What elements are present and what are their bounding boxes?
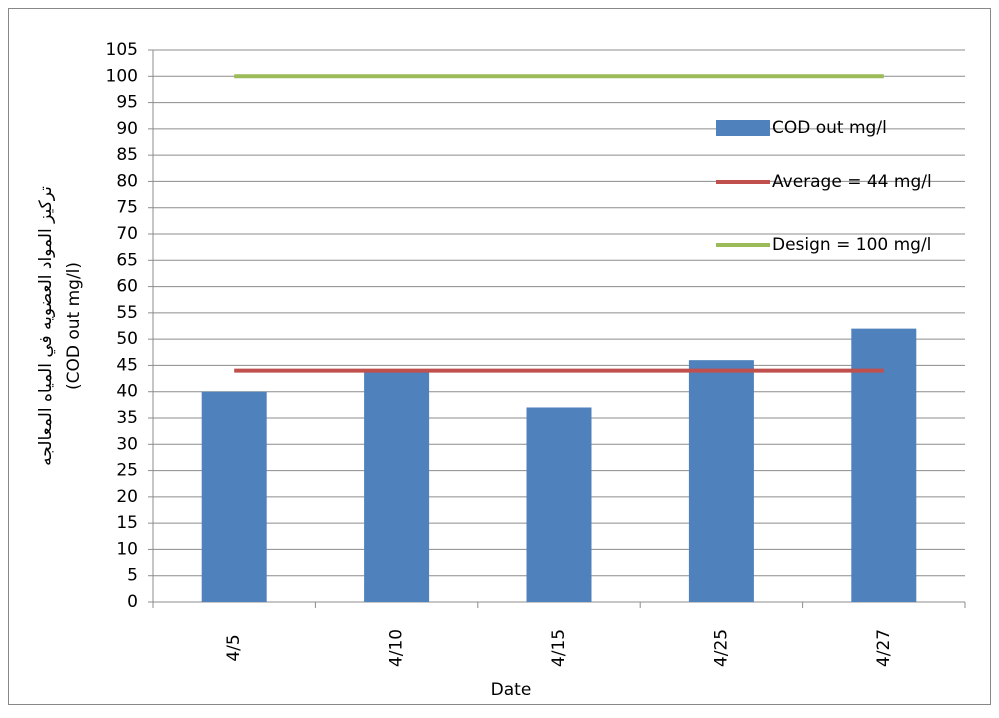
x-axis-label: Date	[491, 680, 532, 700]
y-tick-label: 95	[116, 93, 138, 113]
x-tick-label: 4/25	[711, 629, 731, 667]
y-tick-label: 105	[106, 40, 138, 60]
y-tick-label: 80	[116, 171, 138, 191]
x-tick-label: 4/27	[874, 629, 894, 667]
y-tick-label: 50	[116, 329, 138, 349]
legend-label: COD out mg/l	[772, 118, 887, 138]
y-tick-label: 0	[127, 592, 138, 612]
y-tick-label: 10	[116, 539, 138, 559]
bar	[201, 391, 267, 602]
y-axis-label: تركيز المواد العضويه في المياه المعالجه	[36, 186, 56, 466]
y-tick-label: 90	[116, 119, 138, 139]
y-tick-label: 35	[116, 408, 138, 428]
y-tick-label: 55	[116, 303, 138, 323]
y-tick-label: 30	[116, 434, 138, 454]
y-tick-label: 15	[116, 513, 138, 533]
y-tick-label: 40	[116, 382, 138, 402]
y-tick-label: 100	[106, 66, 138, 86]
chart-border	[8, 8, 991, 705]
y-tick-label: 60	[116, 277, 138, 297]
y-tick-label: 70	[116, 224, 138, 244]
y-tick-label: 45	[116, 355, 138, 375]
bar	[526, 407, 592, 602]
bar	[688, 360, 754, 602]
y-axis-label: (COD out mg/l)	[64, 262, 84, 390]
y-tick-label: 5	[127, 566, 138, 586]
y-tick-label: 75	[116, 198, 138, 218]
bar	[851, 328, 917, 602]
y-tick-label: 65	[116, 250, 138, 270]
legend-swatch	[716, 120, 770, 136]
x-tick-label: 4/15	[549, 629, 569, 667]
legend-label: Design = 100 mg/l	[772, 235, 931, 255]
x-tick-label: 4/10	[387, 629, 407, 667]
bar	[364, 370, 430, 602]
x-tick-label: 4/5	[224, 634, 244, 661]
legend-label: Average = 44 mg/l	[772, 172, 932, 192]
y-tick-label: 85	[116, 145, 138, 165]
y-tick-label: 20	[116, 487, 138, 507]
y-tick-label: 25	[116, 461, 138, 481]
